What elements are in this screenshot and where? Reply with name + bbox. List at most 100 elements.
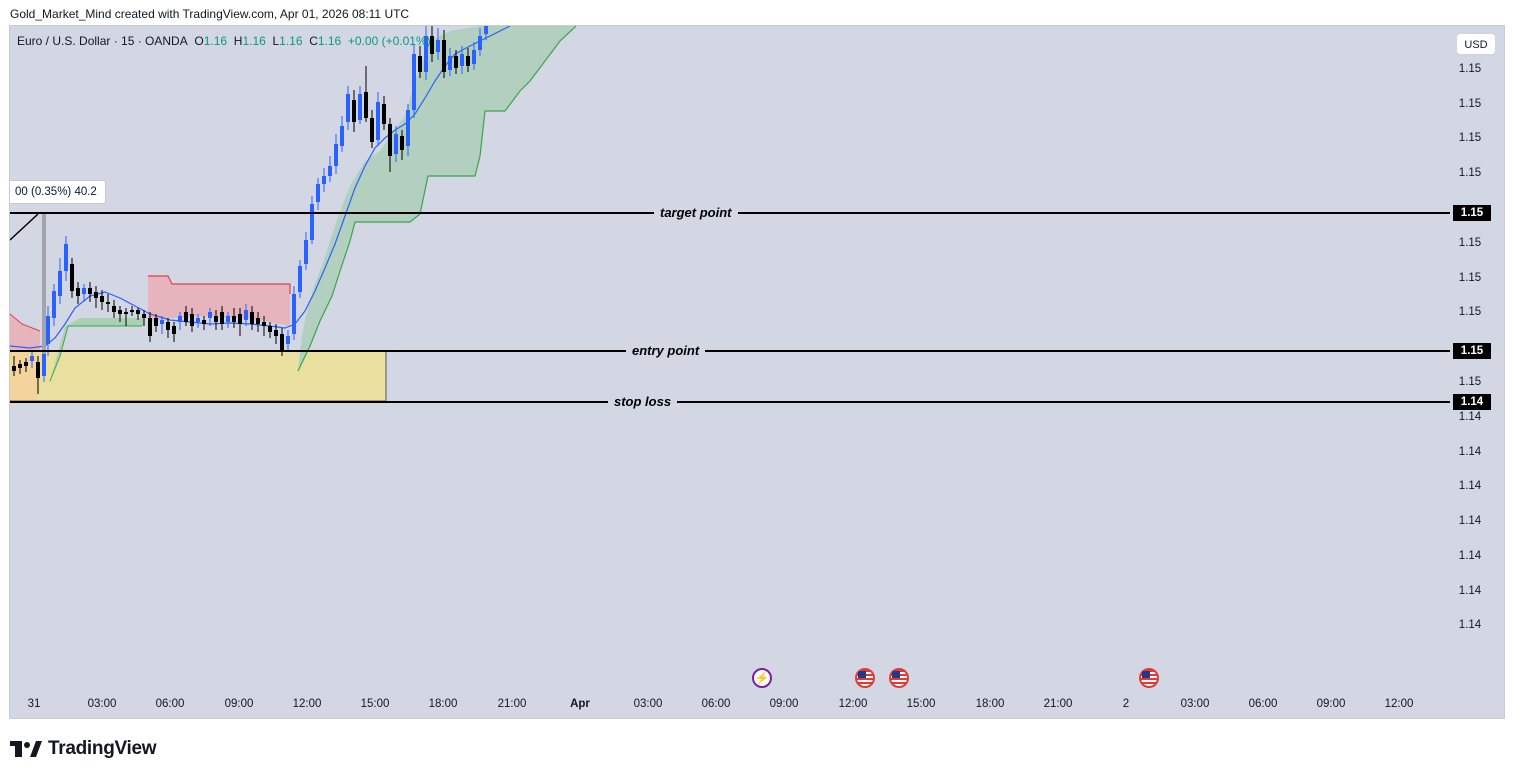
candle-body (250, 312, 254, 324)
candle-body (42, 346, 46, 376)
price-axis-tick: 1.15 (1458, 272, 1482, 284)
candle-body (442, 40, 446, 72)
candle-body (172, 326, 176, 334)
price-axis-tick: 1.14 (1458, 446, 1482, 458)
tradingview-logo[interactable]: TradingView (10, 738, 157, 760)
stop-price-tag: 1.14 (1453, 394, 1491, 410)
candle-body (352, 100, 356, 122)
time-axis-tick: 21:00 (1043, 698, 1073, 710)
time-axis-tick: 06:00 (155, 698, 185, 710)
price-axis-tick: 1.14 (1458, 585, 1482, 597)
price-axis-tick: 1.14 (1458, 550, 1482, 562)
price-axis-tick: 1.15 (1458, 237, 1482, 249)
candle-body (18, 364, 22, 368)
time-axis-tick: 03:00 (87, 698, 117, 710)
candle-body (202, 320, 206, 324)
candle-body (106, 302, 110, 304)
time-axis-tick: 09:00 (1316, 698, 1346, 710)
candle-body (12, 366, 16, 371)
time-axis-tick: 03:00 (633, 698, 663, 710)
candle-body (346, 94, 350, 122)
candle-body (100, 296, 104, 302)
cloud-green-early-fill (50, 318, 142, 381)
candle-body (418, 56, 422, 72)
candle-body (406, 110, 410, 146)
measure-bar (42, 214, 46, 354)
candle-body (36, 362, 40, 378)
candle-body (364, 92, 368, 118)
candle-body (466, 56, 470, 66)
price-axis-tick: 1.15 (1458, 376, 1482, 388)
time-axis-tick: 21:00 (497, 698, 527, 710)
time-axis-tick: 03:00 (1180, 698, 1210, 710)
time-axis-tick: 18:00 (975, 698, 1005, 710)
low-label: L (272, 34, 280, 48)
price-axis-tick: 1.15 (1458, 132, 1482, 144)
price-axis-tick: 1.14 (1458, 411, 1482, 423)
candle-body (448, 56, 452, 70)
us-flag-icon[interactable] (855, 668, 875, 688)
candle-body (292, 294, 296, 334)
candle-body (400, 136, 404, 150)
candle-body (52, 291, 56, 318)
change-value: +0.00 (+0.01%) (347, 34, 431, 48)
candle-body (382, 104, 386, 124)
candle-body (412, 54, 416, 110)
measure-label: 00 (0.35%) 40.2 (10, 180, 106, 204)
candle-body (82, 288, 86, 294)
price-axis-tick: 1.15 (1458, 306, 1482, 318)
entry-level-label: entry point (626, 344, 706, 358)
candle-body (184, 312, 188, 322)
time-axis-tick: 15:00 (360, 698, 390, 710)
time-axis-tick: 2 (1122, 698, 1130, 710)
candle-body (244, 310, 248, 320)
us-flag-icon[interactable] (1139, 668, 1159, 688)
high-label: H (233, 34, 243, 48)
candle-body (238, 314, 242, 324)
candle-body (286, 336, 290, 344)
candle-series[interactable] (12, 26, 488, 394)
candle-body (298, 266, 302, 292)
candle-body (460, 54, 464, 66)
target-level-label: target point (654, 206, 738, 220)
candle-body (256, 318, 260, 324)
candle-body (46, 316, 50, 344)
time-axis-tick: 12:00 (292, 698, 322, 710)
currency-button[interactable]: USD (1456, 33, 1496, 55)
time-axis-tick: 15:00 (906, 698, 936, 710)
cloud-red-middle (148, 276, 290, 326)
measure-arrow-line (10, 213, 39, 241)
candle-body (436, 40, 440, 52)
candle-body (166, 322, 170, 330)
candle-body (30, 356, 34, 361)
candle-body (328, 166, 332, 176)
chart-credit: Gold_Market_Mind created with TradingVie… (10, 7, 410, 21)
candle-body (196, 318, 200, 322)
candle-body (214, 316, 218, 322)
candle-body (88, 288, 92, 294)
price-axis-tick: 1.14 (1458, 619, 1482, 631)
time-axis-tick: 18:00 (428, 698, 458, 710)
candle-body (148, 318, 152, 336)
candle-body (208, 312, 212, 318)
entry-price-tag: 1.15 (1453, 343, 1491, 359)
time-axis-tick: 12:00 (838, 698, 868, 710)
candle-body (94, 292, 98, 298)
candle-body (142, 314, 146, 318)
open-value: 1.16 (203, 34, 228, 48)
candle-body (190, 314, 194, 326)
candle-body (472, 50, 476, 64)
flash-event-icon[interactable]: ⚡ (752, 668, 772, 688)
us-flag-icon[interactable] (889, 668, 909, 688)
candle-body (268, 326, 272, 332)
cloud-green-early-edge (49, 325, 142, 382)
candle-body (322, 176, 326, 184)
candle-body (58, 271, 62, 296)
candle-body (484, 26, 488, 34)
candle-body (424, 36, 428, 72)
entry-zone-box[interactable] (10, 350, 387, 402)
candle-body (310, 204, 314, 240)
symbol-legend[interactable]: Euro / U.S. Dollar · 15 · OANDA O1.16 H1… (17, 34, 431, 48)
price-chart[interactable] (10, 26, 1504, 718)
chart-pane[interactable]: Euro / U.S. Dollar · 15 · OANDA O1.16 H1… (9, 25, 1505, 719)
